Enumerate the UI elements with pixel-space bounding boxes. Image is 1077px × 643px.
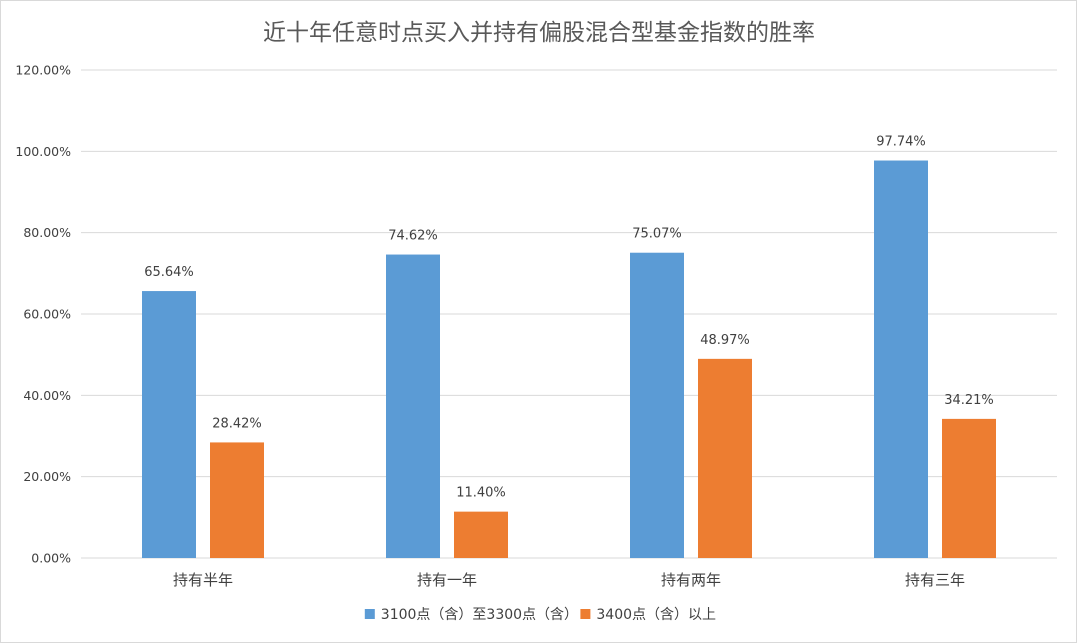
data-label: 65.64%	[144, 265, 194, 280]
bar	[454, 511, 508, 558]
x-category-label: 持有半年	[173, 571, 233, 589]
bar	[942, 418, 996, 558]
y-tick-label: 0.00%	[31, 551, 71, 566]
data-label: 75.07%	[632, 227, 682, 242]
bar	[210, 442, 264, 558]
y-tick-label: 40.00%	[23, 388, 71, 403]
legend-label: 3400点（含）以上	[596, 607, 716, 623]
legend: 3100点（含）至3300点（含） 3400点（含）以上	[364, 607, 716, 623]
bar	[386, 254, 440, 558]
bar	[874, 160, 928, 559]
bars	[142, 160, 996, 559]
y-axis-ticks: 0.00% 20.00% 40.00% 60.00% 80.00% 100.00% 120.…	[15, 63, 71, 566]
y-tick-label: 80.00%	[23, 225, 71, 240]
y-tick-label: 20.00%	[23, 469, 71, 484]
data-label: 48.97%	[700, 333, 750, 348]
data-label: 97.74%	[876, 135, 926, 150]
bar	[630, 252, 684, 558]
legend-label: 3100点（含）至3300点（含）	[381, 607, 578, 623]
legend-swatch	[364, 609, 375, 619]
data-label: 34.21%	[944, 393, 994, 408]
y-tick-label: 100.00%	[15, 144, 71, 159]
y-tick-label: 120.00%	[15, 63, 71, 78]
data-labels: 65.64% 28.42% 74.62% 11.40% 75.07% 48.97% 97.7…	[144, 135, 994, 501]
data-label: 11.40%	[456, 486, 506, 501]
x-category-label: 持有一年	[417, 571, 477, 589]
y-tick-label: 60.00%	[23, 307, 71, 322]
x-axis-categories: 持有半年 持有一年 持有两年 持有三年	[173, 571, 965, 589]
x-category-label: 持有两年	[661, 571, 721, 589]
chart-title: 近十年任意时点买入并持有偏股混合型基金指数的胜率	[263, 20, 815, 46]
legend-swatch	[580, 609, 591, 619]
x-category-label: 持有三年	[905, 571, 965, 589]
bar	[698, 358, 752, 558]
data-label: 28.42%	[212, 416, 262, 431]
data-label: 74.62%	[388, 229, 438, 244]
bar	[142, 291, 196, 558]
